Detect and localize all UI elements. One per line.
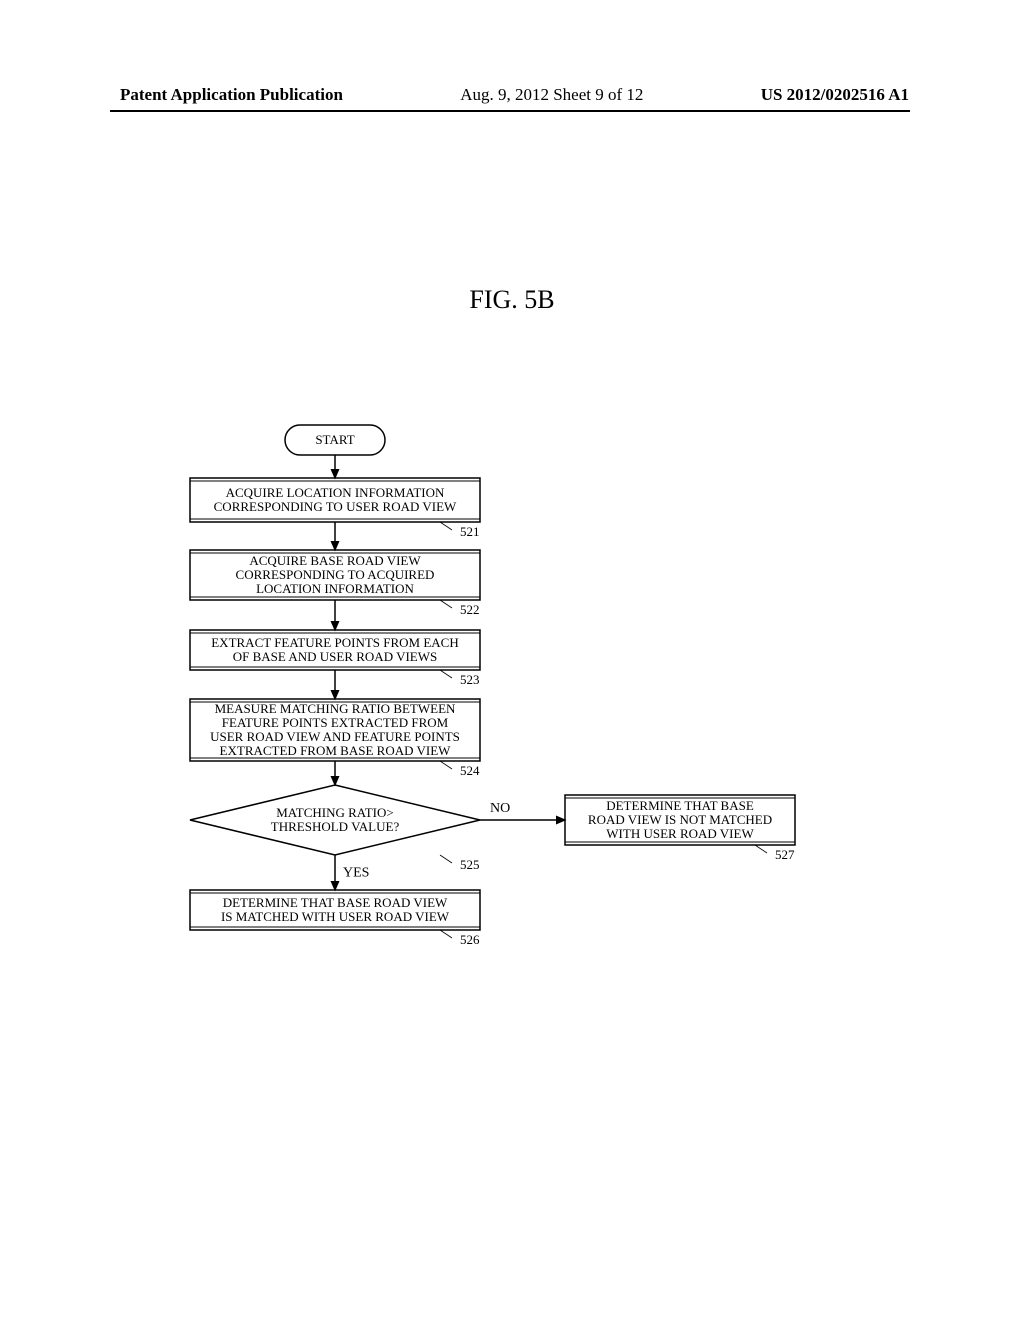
svg-text:EXTRACTED FROM BASE ROAD VIEW: EXTRACTED FROM BASE ROAD VIEW (220, 743, 452, 758)
svg-text:MEASURE MATCHING RATIO BETWEEN: MEASURE MATCHING RATIO BETWEEN (215, 701, 456, 716)
svg-text:DETERMINE THAT BASE ROAD VIEW: DETERMINE THAT BASE ROAD VIEW (223, 895, 448, 910)
header-right: US 2012/0202516 A1 (761, 85, 909, 105)
svg-text:FEATURE POINTS EXTRACTED FROM: FEATURE POINTS EXTRACTED FROM (222, 715, 449, 730)
svg-text:CORRESPONDING TO ACQUIRED: CORRESPONDING TO ACQUIRED (236, 567, 435, 582)
svg-text:START: START (315, 432, 354, 447)
header-divider (110, 110, 910, 112)
svg-text:DETERMINE THAT BASE: DETERMINE THAT BASE (606, 798, 754, 813)
svg-text:EXTRACT FEATURE POINTS FROM EA: EXTRACT FEATURE POINTS FROM EACH (211, 635, 459, 650)
svg-text:OF BASE AND USER ROAD VIEWS: OF BASE AND USER ROAD VIEWS (233, 649, 438, 664)
svg-text:CORRESPONDING TO USER ROAD VIE: CORRESPONDING TO USER ROAD VIEW (214, 499, 457, 514)
svg-text:523: 523 (460, 672, 480, 687)
svg-text:527: 527 (775, 847, 795, 862)
svg-text:YES: YES (343, 866, 369, 881)
svg-text:525: 525 (460, 857, 480, 872)
svg-text:MATCHING RATIO>: MATCHING RATIO> (276, 805, 393, 820)
header-left: Patent Application Publication (120, 85, 343, 105)
svg-text:LOCATION INFORMATION: LOCATION INFORMATION (256, 581, 414, 596)
header-center: Aug. 9, 2012 Sheet 9 of 12 (460, 85, 643, 105)
svg-text:USER ROAD VIEW AND FEATURE POI: USER ROAD VIEW AND FEATURE POINTS (210, 729, 460, 744)
svg-text:522: 522 (460, 602, 480, 617)
svg-text:NO: NO (490, 801, 510, 816)
svg-text:WITH USER ROAD VIEW: WITH USER ROAD VIEW (606, 826, 754, 841)
svg-text:ROAD VIEW IS NOT MATCHED: ROAD VIEW IS NOT MATCHED (588, 812, 772, 827)
page-header: Patent Application Publication Aug. 9, 2… (0, 85, 1024, 105)
flowchart-diagram: STARTACQUIRE LOCATION INFORMATIONCORRESP… (140, 415, 890, 1015)
svg-text:524: 524 (460, 763, 480, 778)
svg-text:ACQUIRE LOCATION INFORMATION: ACQUIRE LOCATION INFORMATION (226, 485, 445, 500)
figure-title: FIG. 5B (0, 285, 1024, 315)
svg-text:526: 526 (460, 932, 480, 947)
svg-text:IS MATCHED WITH USER ROAD VIEW: IS MATCHED WITH USER ROAD VIEW (221, 909, 450, 924)
svg-text:ACQUIRE BASE ROAD VIEW: ACQUIRE BASE ROAD VIEW (249, 553, 421, 568)
svg-text:521: 521 (460, 524, 480, 539)
svg-text:THRESHOLD VALUE?: THRESHOLD VALUE? (271, 819, 400, 834)
